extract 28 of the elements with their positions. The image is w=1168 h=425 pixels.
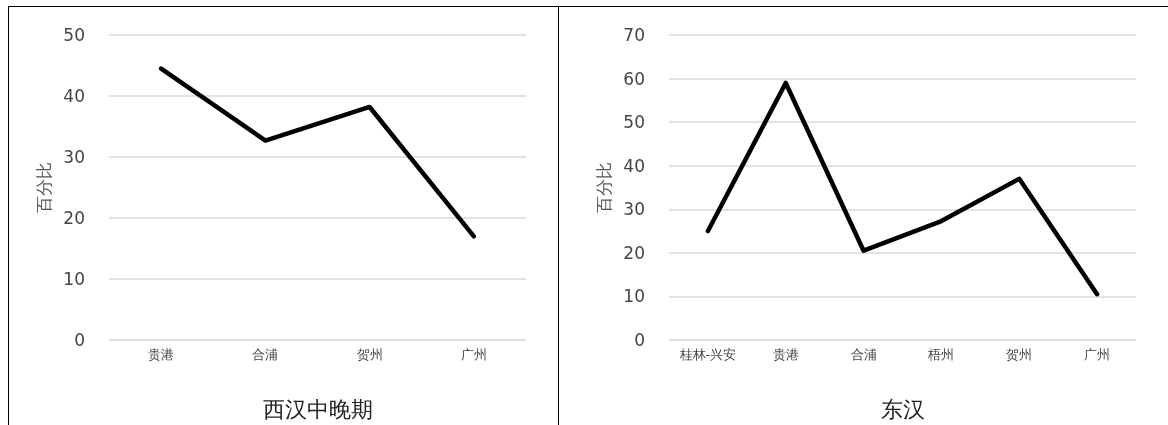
y-tick-label: 40 [623,155,645,176]
y-tick-label: 0 [74,330,85,350]
x-tick-label: 广州 [1084,347,1111,362]
x-tick-label: 梧州 [927,347,955,362]
x-tick-label: 贺州 [356,347,383,362]
y-tick-label: 20 [63,208,85,228]
x-tick-label: 贵港 [772,347,799,362]
y-tick-label: 60 [623,68,645,89]
x-tick-label: 合浦 [252,347,279,362]
y-tick-label: 10 [63,269,85,289]
y-tick-label: 0 [634,330,645,350]
y-tick-label: 50 [623,112,645,133]
x-tick-label: 广州 [460,347,487,362]
x-axis-title: 东汉 [880,396,925,422]
x-tick-label: 贺州 [1006,347,1033,362]
x-tick-label: 桂林-兴安 [678,347,737,362]
x-tick-label: 合浦 [850,347,877,362]
y-tick-label: 50 [63,25,85,45]
x-tick-label: 贵港 [148,347,175,362]
y-tick-label: 30 [623,199,645,220]
x-axis-title: 西汉中晚期 [262,396,373,422]
y-tick-label: 70 [623,25,645,45]
y-tick-label: 30 [63,147,85,167]
y-axis-title: 百分比 [33,162,54,213]
y-tick-label: 20 [623,242,645,263]
y-tick-label: 10 [623,286,645,307]
y-axis-title: 百分比 [593,162,614,213]
y-tick-label: 40 [63,86,85,106]
